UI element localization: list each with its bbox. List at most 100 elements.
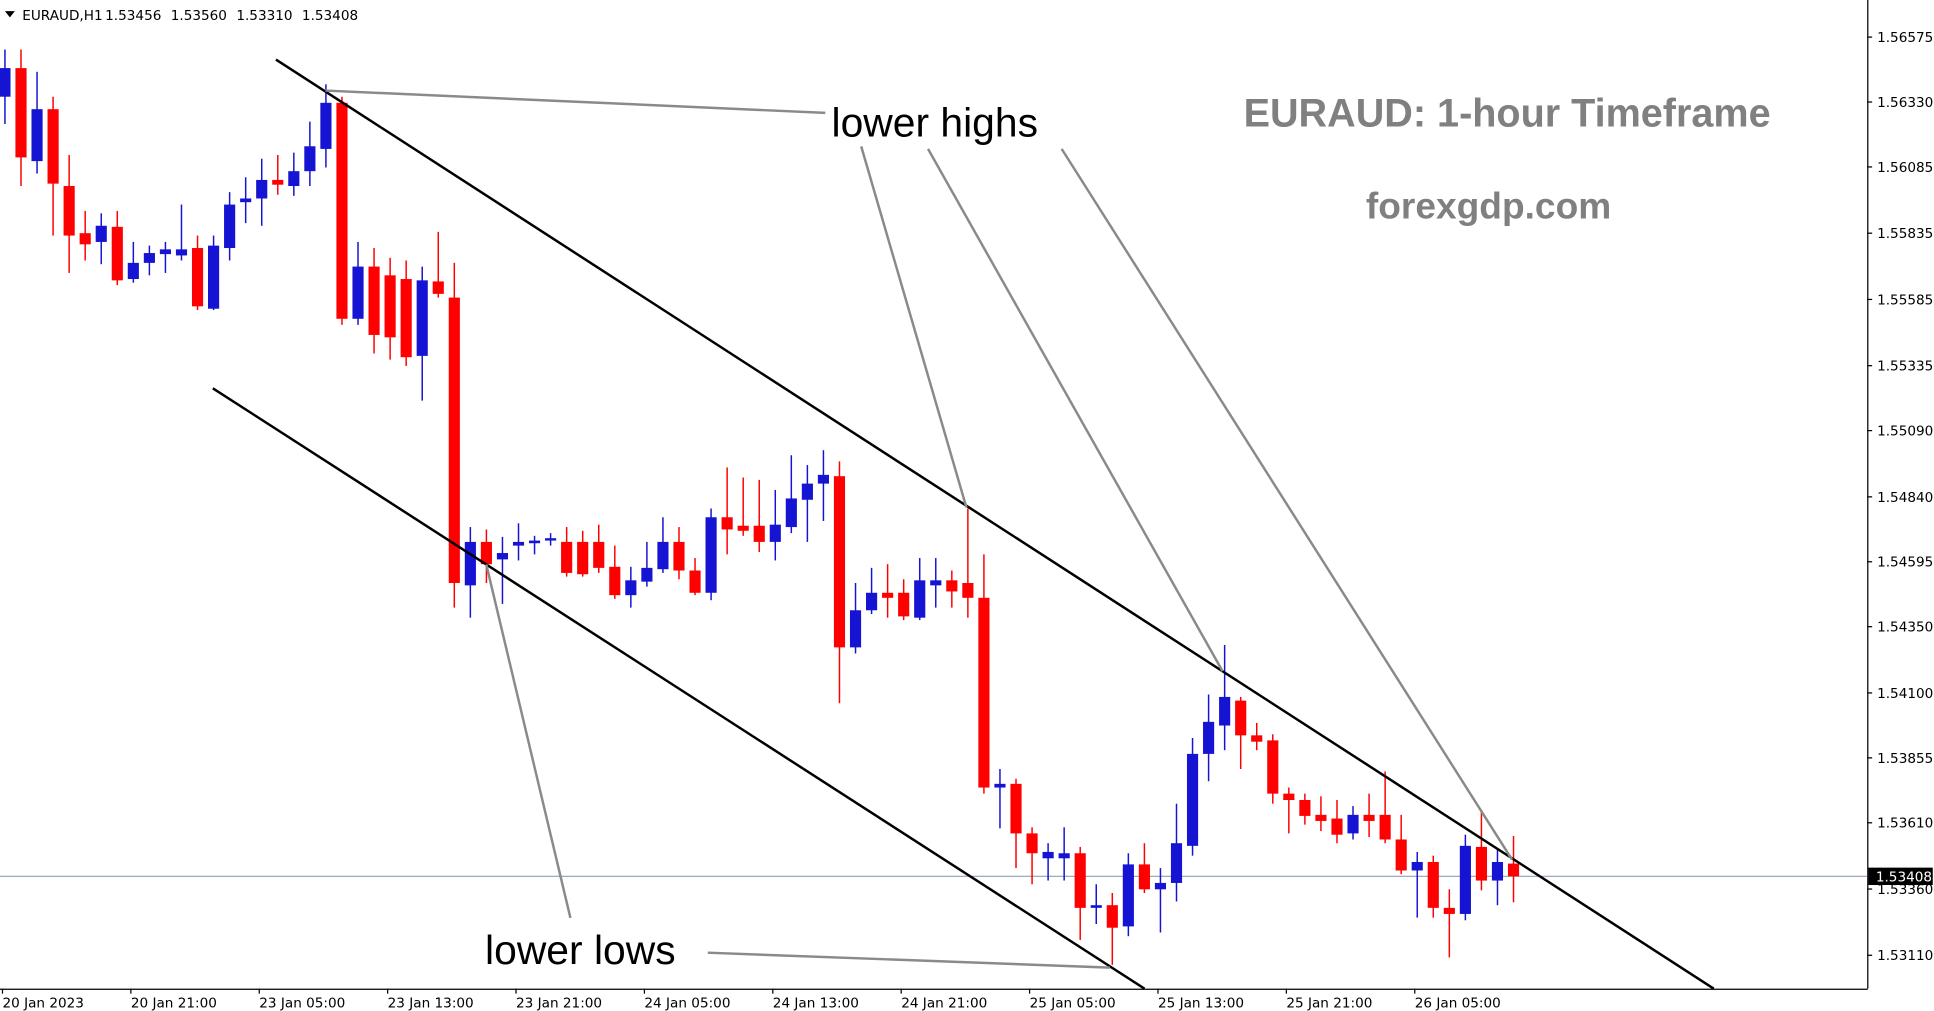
candle-body [79,233,91,245]
chart-subtitle: forexgdp.com [1366,184,1611,226]
pointer-lines [325,89,1514,969]
y-tick-label: 1.55585 [1877,292,1933,308]
candle-body [1267,740,1279,794]
y-tick-label: 1.55090 [1877,424,1933,440]
candle-body [95,225,107,242]
candle-body [63,186,75,236]
candle-body [785,498,797,528]
candle-body [1379,814,1391,840]
candle-body [898,592,910,617]
candle-body [946,580,958,592]
candle-body [31,109,43,162]
candle-body [1138,864,1150,890]
header-low: 1.53310 [236,8,292,24]
candle-body [1363,814,1375,821]
candle-body [930,580,942,586]
lower-channel-line [212,387,1146,990]
candle-body [914,580,926,618]
candle-body [143,253,155,263]
candle-body [1058,853,1070,859]
candle-body [224,204,236,249]
y-tick-label: 1.54100 [1877,686,1933,702]
candle-body [577,541,589,575]
pointer-line [485,564,572,919]
y-tick-label: 1.53610 [1877,816,1933,832]
candle-body [1203,721,1215,754]
candle-body [256,179,268,199]
candle-body [15,68,27,158]
candle-body [1315,814,1327,821]
candle-body [416,280,428,356]
header-symbol: EURAUD,H1 [22,8,102,24]
y-tick-label: 1.53360 [1877,882,1933,898]
candle-body [1154,882,1167,890]
plot-area [0,49,1868,965]
candle-body [833,476,846,648]
candle-body [689,570,701,593]
header-icon[interactable] [4,11,15,18]
candle-body [1411,862,1423,871]
candle-body [1459,845,1471,914]
candle-body [127,262,139,280]
candle-body [208,245,220,309]
candle-body [496,553,509,560]
candle-body [111,226,123,281]
candle-body [657,541,669,570]
candle-body [432,281,444,294]
pointer-line [707,951,1110,969]
x-tick-label: 23 Jan 21:00 [516,995,602,1011]
candle-body [1106,905,1118,928]
header-open: 1.53456 [105,8,161,24]
candle-body [994,783,1006,788]
candle-body [352,266,364,319]
candle-body [1299,799,1311,816]
candle-body [1507,863,1520,877]
y-tick-label: 1.53855 [1877,751,1933,767]
candle-body [368,266,380,335]
x-tick-label: 24 Jan 13:00 [773,995,859,1011]
candle-body [545,538,557,541]
candle-body [464,541,476,586]
y-tick-label: 1.55335 [1877,359,1933,375]
x-tick-label: 26 Jan 05:00 [1415,995,1501,1011]
annotation: lower highs [832,99,1039,145]
x-tick-label: 24 Jan 05:00 [644,995,730,1011]
candle-body [336,102,348,319]
candle-body [593,541,605,568]
candle-body [1331,818,1343,835]
y-tick-label: 1.54350 [1877,620,1933,636]
candle-body [1026,833,1038,854]
candle-body [737,525,749,531]
header-high: 1.53560 [171,8,227,24]
x-tick-label: 23 Jan 13:00 [388,995,474,1011]
candle-body [1251,735,1263,742]
candle-body [1283,793,1295,800]
candle-body [480,541,492,565]
candle-body [817,474,829,484]
candle-body [1010,783,1022,834]
candle-body [1170,843,1183,883]
candle-body [400,279,412,358]
y-tick-label: 1.54840 [1877,490,1933,506]
header-close: 1.53408 [302,8,358,24]
candle-body [0,68,11,97]
y-tick-label: 1.53110 [1877,948,1933,964]
candle-body [1042,851,1054,859]
candle-body [801,483,813,500]
candle-body [882,592,894,598]
candle-body [1347,814,1359,834]
x-tick-label: 20 Jan 21:00 [131,995,217,1011]
candle-body [849,610,862,648]
candle-body [272,179,284,185]
candle-body [175,249,188,256]
x-tick-label: 25 Jan 05:00 [1030,995,1116,1011]
candle-body [673,541,685,571]
candle-body [1443,907,1455,914]
pointer-line [926,148,1224,672]
candle-body [448,297,460,583]
candle-body [1090,905,1102,908]
candle-body [561,541,573,573]
candle-body [320,102,332,149]
candle-body [1475,846,1487,881]
